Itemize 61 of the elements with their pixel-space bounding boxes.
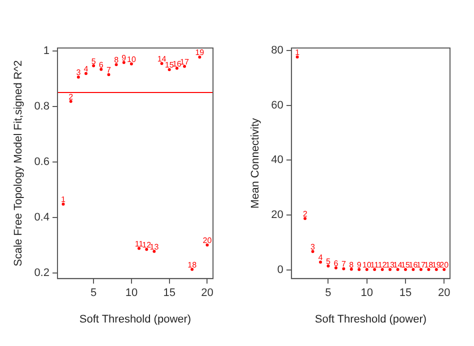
x-tick-label: 20: [201, 287, 214, 300]
x-tick-label: 20: [438, 287, 450, 300]
x-axis-title: Soft Threshold (power): [79, 313, 192, 326]
annotation: 19: [432, 260, 442, 270]
x-tick-label: 10: [125, 287, 138, 300]
annotation: 14: [157, 54, 167, 64]
annotation: 15: [401, 260, 410, 270]
annotation: 15: [164, 60, 174, 70]
annotation: 18: [424, 260, 434, 270]
y-tick-label: 80: [271, 44, 284, 56]
x-axis-title: Soft Threshold (power): [314, 313, 427, 326]
annotation: 4: [84, 64, 89, 74]
annotation: 2: [68, 92, 74, 102]
annotation: 11: [134, 239, 144, 248]
y-tick-label: 0: [277, 264, 284, 276]
annotation: 17: [180, 57, 190, 66]
annotation: 5: [326, 256, 331, 266]
annotation: 6: [334, 258, 339, 268]
annotation: 9: [122, 53, 127, 62]
annotation: 13: [150, 242, 160, 252]
y-tick-label: 0.8: [34, 100, 50, 112]
y-tick-label: 0.4: [34, 212, 50, 224]
annotation: 17: [416, 260, 426, 270]
annotation: 16: [408, 260, 418, 270]
annotation: 11: [370, 260, 380, 270]
x-tick-label: 15: [399, 287, 412, 300]
annotation: 1: [61, 195, 66, 204]
y-tick-label: 0.2: [34, 267, 50, 280]
annotation: 14: [393, 260, 403, 270]
x-tick-label: 5: [90, 287, 97, 300]
annotation: 6: [98, 60, 104, 70]
annotation: 1: [295, 48, 300, 58]
y-tick-label: 60: [271, 99, 284, 112]
annotation: 20: [440, 260, 450, 270]
annotation: 18: [188, 260, 198, 270]
annotation: 20: [202, 236, 212, 245]
x-tick-label: 10: [360, 287, 373, 300]
annotation: 7: [341, 260, 346, 269]
annotation: 13: [386, 260, 396, 270]
annotation: 5: [91, 56, 96, 66]
annotation: 2: [302, 210, 308, 219]
annotation: 16: [172, 59, 182, 68]
annotation: 3: [76, 68, 82, 78]
annotation: 8: [114, 56, 120, 65]
annotation: 10: [127, 54, 136, 64]
y-axis-title: Scale Free Topology Model Fit,signed R^2: [12, 60, 25, 266]
y-tick-label: 0.6: [34, 156, 50, 168]
x-tick-label: 5: [325, 287, 332, 300]
y-tick-label: 20: [271, 209, 284, 222]
x-tick-label: 15: [163, 287, 176, 300]
annotation: 8: [349, 260, 354, 270]
annotation: 3: [310, 242, 316, 252]
annotation: 10: [362, 260, 372, 270]
y-tick-label: 1: [43, 44, 50, 57]
annotation: 7: [106, 66, 112, 75]
annotation: 4: [318, 253, 324, 262]
annotation: 9: [356, 260, 362, 270]
annotation: 19: [195, 48, 205, 58]
y-axis-title: Mean Connectivity: [250, 118, 262, 209]
annotation: 12: [378, 260, 388, 270]
y-tick-label: 40: [271, 154, 284, 166]
